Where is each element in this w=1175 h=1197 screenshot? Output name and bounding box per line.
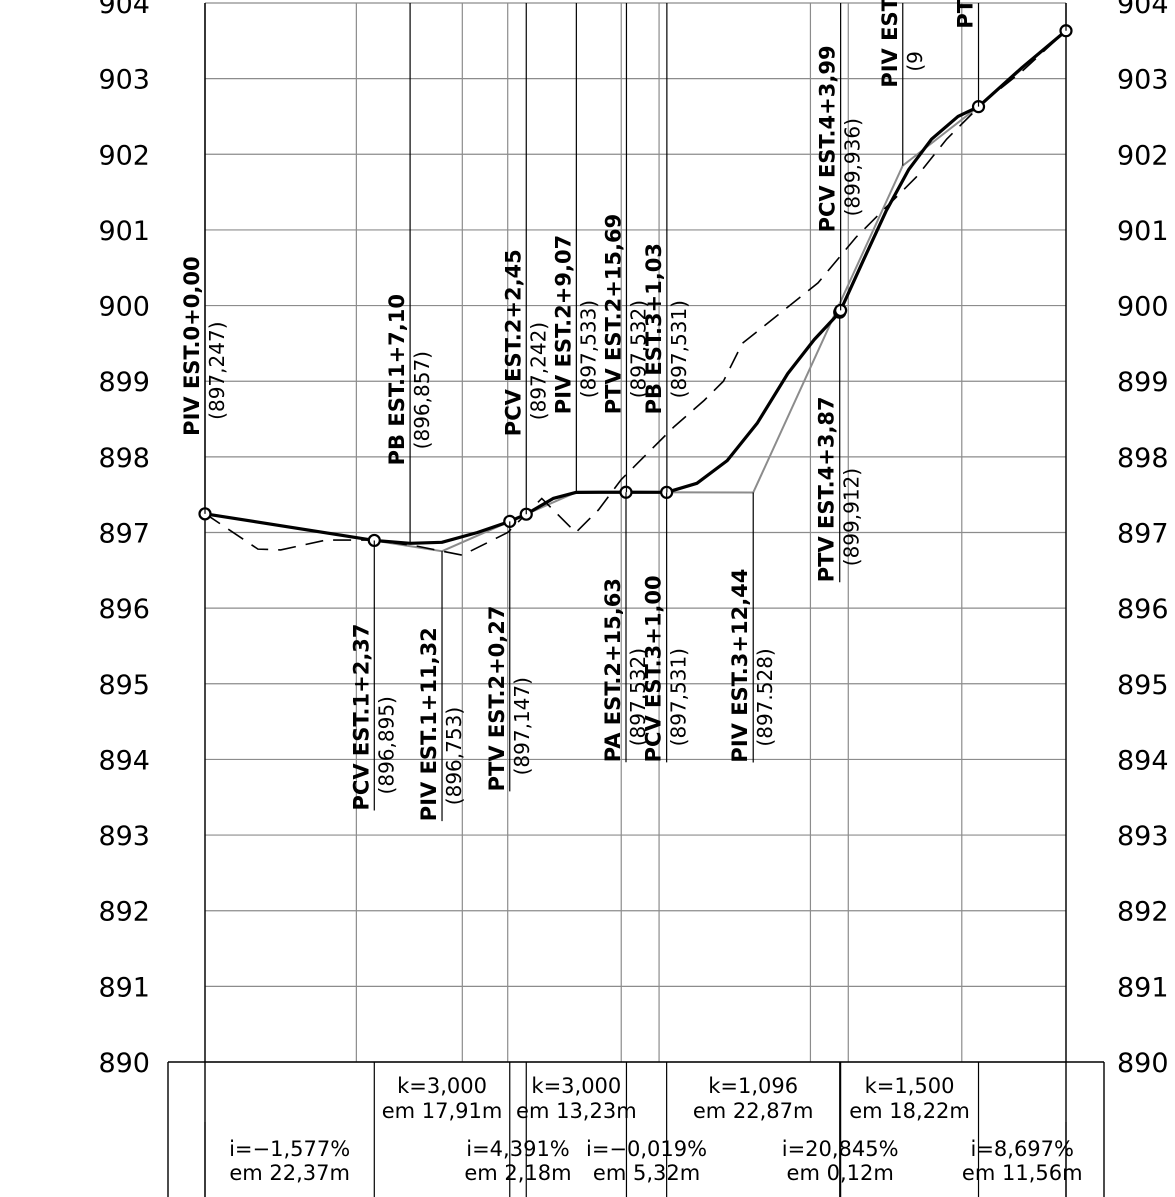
station-label: PIV EST.0+0,00 xyxy=(180,256,204,435)
y-tick-label-right: 899 xyxy=(1117,367,1169,398)
y-tick-label-left: 895 xyxy=(98,670,150,701)
curve-k-value: k=1,096 xyxy=(708,1074,798,1098)
station-elevation: (896,895) xyxy=(374,696,398,794)
grade-length: em 5,32m xyxy=(593,1161,700,1185)
station-elevation: (897,531) xyxy=(667,300,691,398)
grade-percent: i=−1,577% xyxy=(229,1137,350,1161)
station-elevation: (897,247) xyxy=(205,322,229,420)
y-tick-label-left: 897 xyxy=(98,519,150,550)
station-elevation: (897,147) xyxy=(510,677,534,775)
station-label: PTV EST.4+3,87 xyxy=(815,396,839,582)
y-tick-label-left: 892 xyxy=(98,897,150,928)
curve-length: em 17,91m xyxy=(382,1099,503,1123)
y-tick-label-left: 899 xyxy=(98,367,150,398)
terrain-line xyxy=(204,30,1067,557)
y-tick-label-right: 898 xyxy=(1117,443,1169,474)
grade-percent: i=20,845% xyxy=(782,1137,899,1161)
station-labels: PIV EST.0+0,00 (897,247)PCV EST.1+2,37 (89… xyxy=(180,0,1073,822)
y-tick-label-right: 890 xyxy=(1117,1048,1169,1079)
station-label: PCV EST.3+1,00 xyxy=(642,575,666,762)
grade-percent: i=−0,019% xyxy=(586,1137,707,1161)
y-tick-label-right: 891 xyxy=(1117,972,1169,1003)
y-tick-label-right: 902 xyxy=(1117,140,1169,171)
y-tick-label-left: 904 xyxy=(98,0,150,20)
grade-thick-line xyxy=(204,29,1068,545)
tangent-line xyxy=(204,30,1067,553)
station-elevation: (9 xyxy=(903,51,927,72)
station-label: PIV EST.3+12,44 xyxy=(728,569,752,763)
y-tick-label-right: 892 xyxy=(1117,897,1169,928)
y-tick-label-left: 900 xyxy=(98,292,150,323)
station-elevation: (897.528) xyxy=(753,648,777,746)
curve-k-value: k=3,000 xyxy=(397,1074,487,1098)
station-label: PIV EST.1+11,32 xyxy=(417,627,441,821)
y-tick-label-left: 893 xyxy=(98,821,150,852)
station-label: PIV EST. xyxy=(878,0,902,88)
curve-k-value: k=1,500 xyxy=(865,1074,955,1098)
grade-length: em 2,18m xyxy=(464,1161,571,1185)
y-tick-label-right: 900 xyxy=(1117,292,1169,323)
station-elevation: (897,533) xyxy=(576,300,600,398)
y-tick-label-right: 893 xyxy=(1117,821,1169,852)
y-tick-label-right: 896 xyxy=(1117,594,1169,625)
curve-length: em 22,87m xyxy=(693,1099,814,1123)
y-tick-label-right: 895 xyxy=(1117,670,1169,701)
grade-length: em 22,37m xyxy=(229,1161,350,1185)
station-label: PCV EST.2+2,45 xyxy=(501,249,525,436)
station-label: PB EST.1+7,10 xyxy=(385,294,409,465)
station-label: PTV EST.2+0,27 xyxy=(485,605,509,791)
curve-length: em 13,23m xyxy=(516,1099,637,1123)
station-elevation: (896,857) xyxy=(410,351,434,449)
station-label: PCV EST.1+2,37 xyxy=(349,623,373,810)
grade-length: em 0,12m xyxy=(787,1161,894,1185)
station-label: PB EST.3+1,03 xyxy=(642,243,666,414)
y-tick-label-left: 891 xyxy=(98,972,150,1003)
elevation-axis-labels: 904 904 903 903 902 902 901 901 900 900 899 899 898 8… xyxy=(98,0,1168,1079)
grid xyxy=(204,2,1067,1197)
station-label: PCV EST.4+3,99 xyxy=(816,45,840,232)
station-label: PT xyxy=(954,0,978,29)
station-elevation: (897,242) xyxy=(526,322,550,420)
station-elevation: (897,531) xyxy=(667,648,691,746)
station-elevation: (897,532) xyxy=(626,300,650,398)
grade-line xyxy=(204,29,1068,545)
station-elevation: (899,912) xyxy=(840,468,864,566)
y-tick-label-right: 894 xyxy=(1117,745,1169,776)
y-tick-label-right: 897 xyxy=(1117,519,1169,550)
tangent-polyline xyxy=(204,30,1067,553)
curve-length: em 18,22m xyxy=(849,1099,970,1123)
grade-percent: i=4,391% xyxy=(466,1137,570,1161)
curve-k-value: k=3,000 xyxy=(531,1074,621,1098)
station-elevation: (897,532) xyxy=(626,648,650,746)
station-elevation: (899,936) xyxy=(841,118,865,216)
y-tick-label-left: 894 xyxy=(98,745,150,776)
y-tick-label-right: 903 xyxy=(1117,65,1169,96)
grade-length: em 11,56m xyxy=(962,1161,1083,1185)
y-tick-label-left: 896 xyxy=(98,594,150,625)
y-tick-label-left: 903 xyxy=(98,65,150,96)
data-table-frame xyxy=(167,1061,1105,1197)
y-tick-label-left: 898 xyxy=(98,443,150,474)
terrain-dashed-line xyxy=(204,30,1067,557)
y-tick-label-right: 901 xyxy=(1117,216,1169,247)
grade-percent: i=8,697% xyxy=(970,1137,1074,1161)
station-elevation: (896,753) xyxy=(442,707,466,805)
station-label: PTV EST.2+15,69 xyxy=(601,214,625,415)
station-label: PIV EST.2+9,07 xyxy=(551,235,575,414)
station-label: PA EST.2+15,63 xyxy=(601,578,625,762)
y-tick-label-left: 901 xyxy=(98,216,150,247)
y-tick-label-left: 890 xyxy=(98,1048,150,1079)
y-tick-label-left: 902 xyxy=(98,140,150,171)
y-tick-label-right: 904 xyxy=(1117,0,1169,20)
